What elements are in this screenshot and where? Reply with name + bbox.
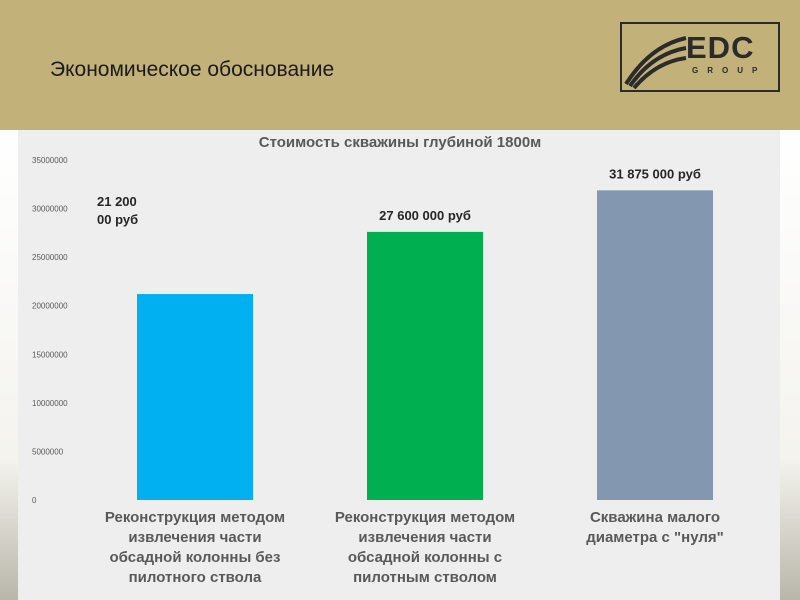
- page-title: Экономическое обоснование: [50, 58, 335, 81]
- x-axis: Реконструкция методом извлечения части обс…: [105, 509, 724, 586]
- logo-text: EDC: [686, 30, 755, 65]
- y-tick-label: 35000000: [32, 156, 68, 165]
- chart-title: Стоимость скважины глубиной 1800м: [259, 134, 542, 151]
- data-label: 27 600 000 руб: [379, 208, 471, 223]
- category-label: извлечения части: [358, 529, 491, 546]
- bar: [367, 231, 483, 500]
- data-label: 21 200: [97, 194, 137, 209]
- category-label: Реконструкция методом: [335, 509, 515, 526]
- y-axis: 0 5000000 10000000 15000000 20000000 25000000…: [32, 156, 68, 505]
- category-label: Реконструкция методом: [105, 509, 285, 526]
- header-bar: Экономическое обоснование EDC GROUP: [0, 0, 800, 130]
- y-tick-label: 0: [32, 496, 37, 505]
- y-tick-label: 30000000: [32, 205, 68, 214]
- category-label: обсадной колонны с: [348, 549, 502, 566]
- bar: [137, 294, 253, 500]
- data-labels: 21 200 00 руб 27 600 000 руб 31 875 000 руб: [97, 166, 701, 227]
- right-decoration: [780, 130, 800, 600]
- category-label: диаметра с "нуля": [586, 529, 724, 546]
- data-label: 00 руб: [97, 212, 138, 227]
- y-tick-label: 10000000: [32, 399, 68, 408]
- y-tick-label: 25000000: [32, 253, 68, 262]
- y-tick-label: 5000000: [32, 447, 64, 456]
- bar: [597, 190, 713, 500]
- data-label: 31 875 000 руб: [609, 166, 701, 181]
- company-logo: EDC GROUP: [620, 22, 780, 92]
- logo-swoosh-icon: [624, 36, 687, 90]
- category-label: извлечения части: [128, 529, 261, 546]
- bars: [137, 190, 713, 500]
- category-label: пилотным стволом: [353, 569, 497, 586]
- logo-subtext: GROUP: [692, 66, 767, 75]
- left-decoration: [0, 130, 22, 600]
- category-label: пилотного ствола: [129, 569, 262, 586]
- category-label: обсадной колонны без: [110, 549, 281, 566]
- category-label: Скважина малого: [590, 509, 720, 526]
- y-tick-label: 20000000: [32, 302, 68, 311]
- y-tick-label: 15000000: [32, 350, 68, 359]
